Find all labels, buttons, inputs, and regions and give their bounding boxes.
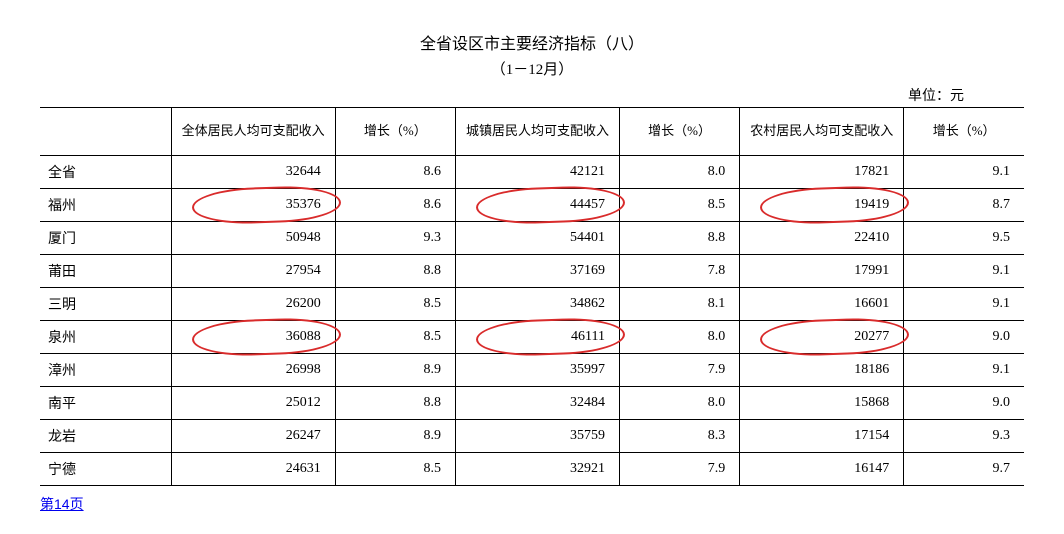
- table-cell: 24631: [171, 453, 335, 486]
- row-label: 莆田: [40, 255, 171, 288]
- table-cell: 34862: [455, 288, 619, 321]
- table-cell: 25012: [171, 387, 335, 420]
- table-cell: 17821: [740, 156, 904, 189]
- table-cell: 8.5: [335, 321, 455, 354]
- table-cell: 9.7: [904, 453, 1024, 486]
- table-cell: 35759: [455, 420, 619, 453]
- table-cell: 54401: [455, 222, 619, 255]
- table-cell: 16601: [740, 288, 904, 321]
- table-cell: 9.1: [904, 354, 1024, 387]
- table-cell: 19419: [740, 189, 904, 222]
- table-row: 龙岩262478.9357598.3171549.3: [40, 420, 1024, 453]
- highlight-oval: [760, 316, 910, 357]
- table-cell: 8.8: [335, 255, 455, 288]
- table-cell: 8.8: [335, 387, 455, 420]
- table-row: 全省326448.6421218.0178219.1: [40, 156, 1024, 189]
- table-row: 泉州360888.5461118.0202779.0: [40, 321, 1024, 354]
- table-cell: 8.5: [335, 453, 455, 486]
- table-cell: 8.0: [619, 387, 739, 420]
- table-header-cell: 城镇居民人均可支配收入: [455, 108, 619, 156]
- table-cell: 37169: [455, 255, 619, 288]
- table-cell: 9.1: [904, 288, 1024, 321]
- table-cell: 7.9: [619, 354, 739, 387]
- table-cell: 35997: [455, 354, 619, 387]
- table-cell: 44457: [455, 189, 619, 222]
- table-cell: 8.0: [619, 321, 739, 354]
- highlight-oval: [760, 184, 910, 225]
- table-header-cell: 农村居民人均可支配收入: [740, 108, 904, 156]
- table-cell: 17991: [740, 255, 904, 288]
- table-cell: 8.1: [619, 288, 739, 321]
- table-row: 宁德246318.5329217.9161479.7: [40, 453, 1024, 486]
- table-cell: 46111: [455, 321, 619, 354]
- table-cell: 8.6: [335, 156, 455, 189]
- row-label: 泉州: [40, 321, 171, 354]
- table-header-row: 全体居民人均可支配收入增长（%）城镇居民人均可支配收入增长（%）农村居民人均可支…: [40, 108, 1024, 156]
- table-row: 福州353768.6444578.5194198.7: [40, 189, 1024, 222]
- data-table: 全体居民人均可支配收入增长（%）城镇居民人均可支配收入增长（%）农村居民人均可支…: [40, 107, 1024, 486]
- table-cell: 26247: [171, 420, 335, 453]
- page-subtitle: （1－12月）: [40, 58, 1024, 79]
- row-label: 福州: [40, 189, 171, 222]
- table-cell: 8.6: [335, 189, 455, 222]
- table-cell: 36088: [171, 321, 335, 354]
- highlight-oval: [475, 316, 625, 357]
- table-cell: 9.0: [904, 387, 1024, 420]
- table-row: 厦门509489.3544018.8224109.5: [40, 222, 1024, 255]
- table-row: 南平250128.8324848.0158689.0: [40, 387, 1024, 420]
- table-cell: 9.1: [904, 156, 1024, 189]
- table-cell: 9.1: [904, 255, 1024, 288]
- table-cell: 9.5: [904, 222, 1024, 255]
- table-cell: 35376: [171, 189, 335, 222]
- table-cell: 8.9: [335, 354, 455, 387]
- table-cell: 8.5: [619, 189, 739, 222]
- table-cell: 8.9: [335, 420, 455, 453]
- highlight-oval: [191, 316, 341, 357]
- table-cell: 8.7: [904, 189, 1024, 222]
- row-label: 南平: [40, 387, 171, 420]
- page-link[interactable]: 第14页: [40, 494, 84, 514]
- table-cell: 8.0: [619, 156, 739, 189]
- table-row: 莆田279548.8371697.8179919.1: [40, 255, 1024, 288]
- table-header-cell: 增长（%）: [335, 108, 455, 156]
- table-cell: 7.9: [619, 453, 739, 486]
- row-label: 漳州: [40, 354, 171, 387]
- page-title: 全省设区市主要经济指标（八）: [40, 30, 1024, 54]
- highlight-oval: [191, 184, 341, 225]
- table-cell: 22410: [740, 222, 904, 255]
- table-cell: 27954: [171, 255, 335, 288]
- row-label: 全省: [40, 156, 171, 189]
- table-cell: 9.3: [904, 420, 1024, 453]
- table-cell: 32921: [455, 453, 619, 486]
- table-cell: 42121: [455, 156, 619, 189]
- table-cell: 18186: [740, 354, 904, 387]
- table-cell: 17154: [740, 420, 904, 453]
- table-cell: 15868: [740, 387, 904, 420]
- row-label: 厦门: [40, 222, 171, 255]
- row-label: 三明: [40, 288, 171, 321]
- row-label: 宁德: [40, 453, 171, 486]
- table-header-cell: [40, 108, 171, 156]
- table-cell: 8.8: [619, 222, 739, 255]
- highlight-oval: [475, 184, 625, 225]
- table-header-cell: 增长（%）: [619, 108, 739, 156]
- table-cell: 32484: [455, 387, 619, 420]
- table-cell: 16147: [740, 453, 904, 486]
- unit-label: 单位：元: [40, 85, 1024, 105]
- table-cell: 9.0: [904, 321, 1024, 354]
- table-row: 三明262008.5348628.1166019.1: [40, 288, 1024, 321]
- table-cell: 8.3: [619, 420, 739, 453]
- table-cell: 20277: [740, 321, 904, 354]
- table-cell: 8.5: [335, 288, 455, 321]
- table-cell: 26998: [171, 354, 335, 387]
- table-cell: 50948: [171, 222, 335, 255]
- table-header-cell: 增长（%）: [904, 108, 1024, 156]
- table-cell: 26200: [171, 288, 335, 321]
- table-cell: 7.8: [619, 255, 739, 288]
- table-cell: 9.3: [335, 222, 455, 255]
- table-header-cell: 全体居民人均可支配收入: [171, 108, 335, 156]
- row-label: 龙岩: [40, 420, 171, 453]
- table-row: 漳州269988.9359977.9181869.1: [40, 354, 1024, 387]
- table-cell: 32644: [171, 156, 335, 189]
